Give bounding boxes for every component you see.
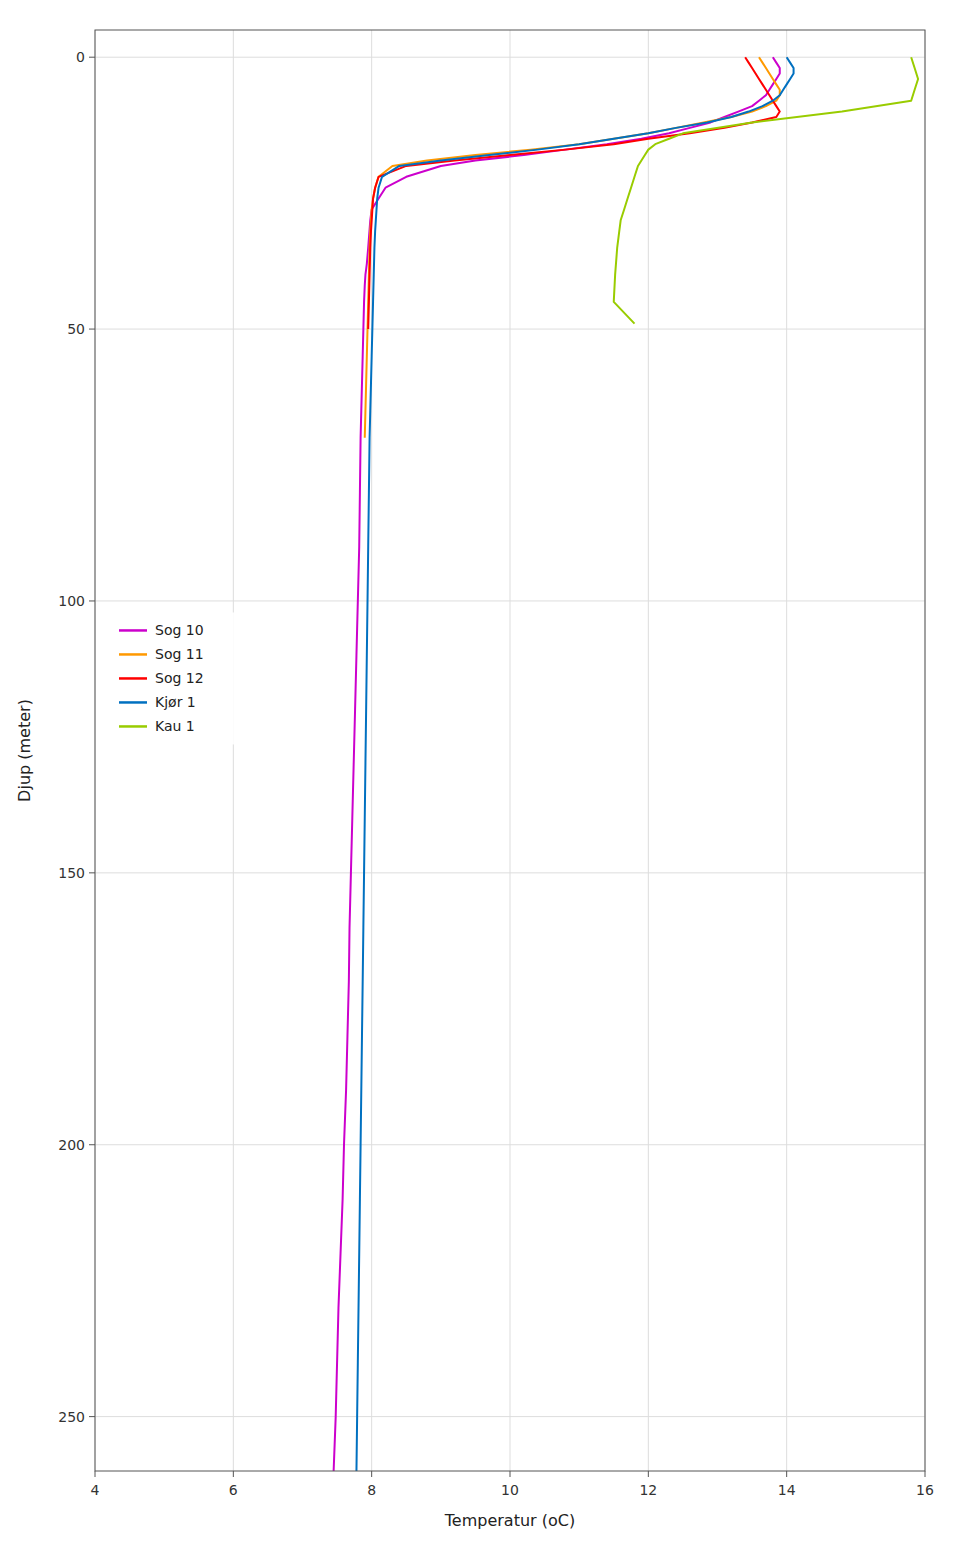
plot-frame (95, 30, 925, 1471)
grid (95, 30, 925, 1471)
grid-line (95, 600, 925, 601)
series-line (614, 57, 918, 323)
tick-mark (89, 1416, 95, 1417)
tick-mark (89, 1144, 95, 1145)
tick-mark (89, 600, 95, 601)
series-line (334, 57, 780, 1471)
y-axis-label: Djup (meter) (15, 699, 34, 802)
x-tick-label: 8 (367, 1482, 376, 1498)
x-tick-label: 14 (778, 1482, 796, 1498)
y-tick-label: 50 (67, 321, 85, 337)
y-tick-label: 0 (76, 49, 85, 65)
series-line (365, 57, 780, 438)
series-group (334, 57, 918, 1471)
grid-line (95, 57, 925, 58)
x-tick-label: 4 (91, 1482, 100, 1498)
tick-mark (925, 1471, 926, 1477)
grid-line (95, 329, 925, 330)
tick-mark (233, 1471, 234, 1477)
tick-mark (786, 1471, 787, 1477)
grid-line (95, 1416, 925, 1417)
x-tick-label: 10 (501, 1482, 519, 1498)
x-axis-label: Temperatur (oC) (444, 1511, 575, 1530)
legend-swatch (119, 701, 147, 704)
tick-mark (371, 1471, 372, 1477)
grid-line (95, 1144, 925, 1145)
legend-swatch (119, 725, 147, 728)
legend-box (111, 612, 241, 744)
legend-swatch (119, 653, 147, 656)
y-tick-label: 200 (58, 1137, 85, 1153)
x-tick-label: 12 (639, 1482, 657, 1498)
chart: 4 6 8 10 12 14 16 0 50 100 150 200 250 Temperatur (oC… (0, 0, 960, 1556)
grid-line (510, 30, 511, 1471)
legend: Sog 10 Sog 11 Sog 12 Kjør 1 Kau 1 (111, 612, 241, 744)
grid-line (233, 30, 234, 1471)
legend-swatch (119, 677, 147, 680)
tick-mark (648, 1471, 649, 1477)
tick-mark (510, 1471, 511, 1477)
grid-line (786, 30, 787, 1471)
legend-label: Kau 1 (155, 718, 195, 734)
legend-label: Sog 11 (155, 646, 204, 662)
y-tick-label: 250 (58, 1409, 85, 1425)
y-tick-label: 100 (58, 593, 85, 609)
grid-line (648, 30, 649, 1471)
tick-mark (95, 1471, 96, 1477)
y-tick-label: 150 (58, 865, 85, 881)
x-tick-label: 6 (229, 1482, 238, 1498)
plot-area (95, 30, 925, 1471)
grid-line (95, 872, 925, 873)
series-line (368, 57, 780, 329)
series-line (356, 57, 793, 1471)
legend-label: Kjør 1 (155, 694, 196, 710)
legend-label: Sog 12 (155, 670, 204, 686)
legend-label: Sog 10 (155, 622, 204, 638)
legend-swatch (119, 629, 147, 632)
tick-mark (89, 57, 95, 58)
tick-mark (89, 872, 95, 873)
tick-mark (89, 329, 95, 330)
x-tick-label: 16 (916, 1482, 934, 1498)
